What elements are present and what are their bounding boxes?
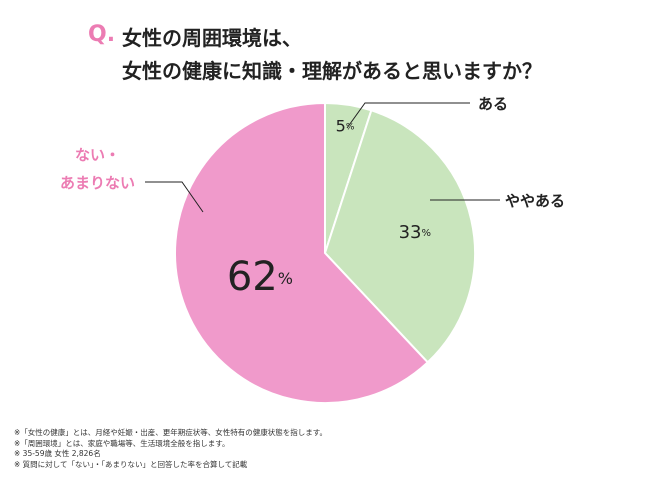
pie-slice bbox=[323, 109, 476, 364]
footnote: ※ 35-59歳 女性 2,826名 bbox=[14, 449, 101, 458]
question-mark: Q. bbox=[88, 22, 116, 47]
category-label-nai: ない・ bbox=[75, 146, 120, 164]
slice-value-label: 5% bbox=[336, 116, 355, 135]
footnote: ※「女性の健康」とは、月経や妊娠・出産、更年期症状等、女性特有の健康状態を指しま… bbox=[14, 428, 328, 437]
footnote: ※ 質問に対して「ない」・「あまりない」と回答した率を合算して記載 bbox=[14, 459, 248, 469]
pie-slice bbox=[174, 101, 430, 404]
category-label-aru: ある bbox=[478, 95, 508, 113]
category-label-amarinai: あまりない bbox=[60, 174, 135, 192]
question-line-2: 女性の健康に知識・理解があると思いますか？ bbox=[122, 59, 542, 83]
footnotes: ※「女性の健康」とは、月経や妊娠・出産、更年期症状等、女性特有の健康状態を指しま… bbox=[14, 428, 327, 470]
question-line-1: 女性の周囲環境は、 bbox=[122, 26, 302, 50]
leader-line bbox=[346, 102, 470, 129]
category-label-yayaaru: ややある bbox=[505, 192, 565, 210]
slice-value-label: 33% bbox=[399, 222, 431, 243]
leader-line bbox=[145, 181, 204, 213]
slice-value-label: 62% bbox=[227, 254, 293, 300]
footnote: ※「周囲環境」とは、家庭や職場等、生活環境全般を指します。 bbox=[14, 438, 230, 448]
